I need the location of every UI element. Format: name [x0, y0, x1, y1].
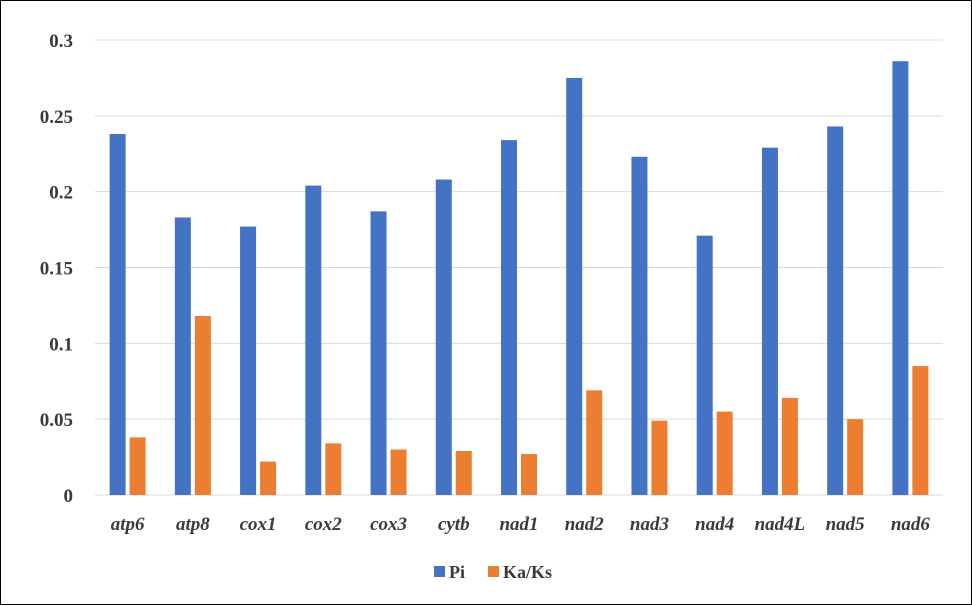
bar-pi-nad4L [762, 148, 778, 495]
legend: Pi Ka/Ks [434, 562, 552, 582]
x-category-label: cox1 [240, 514, 277, 535]
x-category-label: atp8 [176, 514, 210, 535]
bar-ka-ks-nad3 [651, 421, 667, 495]
bar-ka-ks-nad6 [912, 366, 928, 495]
bar-pi-atp6 [110, 134, 126, 495]
x-category-label: nad4 [695, 514, 734, 535]
legend-label-pi: Pi [449, 562, 465, 582]
legend-label-ka-ks: Ka/Ks [503, 562, 552, 582]
y-tick-label: 0.15 [40, 259, 73, 280]
gridlines [95, 40, 943, 495]
bar-pi-nad5 [827, 126, 843, 495]
x-category-label: nad2 [565, 514, 605, 535]
bar-ka-ks-atp6 [130, 437, 146, 495]
x-category-label: nad4L [755, 514, 806, 535]
bar-pi-cytb [436, 180, 452, 495]
x-category-label: nad3 [630, 514, 669, 535]
y-tick-label: 0.3 [49, 31, 73, 52]
x-category-label: cox2 [305, 514, 342, 535]
bar-pi-nad1 [501, 140, 517, 495]
bar-ka-ks-nad4L [782, 398, 798, 495]
y-axis-ticks: 0 0.05 0.1 0.15 0.2 0.25 0.3 [40, 31, 73, 507]
bar-pi-atp8 [175, 217, 191, 495]
bar-pi-nad3 [631, 157, 647, 495]
bars [110, 61, 929, 495]
y-tick-label: 0.05 [40, 410, 73, 431]
x-category-label: nad6 [891, 514, 931, 535]
bar-ka-ks-nad2 [586, 390, 602, 495]
bar-pi-cox3 [371, 211, 387, 495]
x-category-label: nad1 [499, 514, 538, 535]
y-tick-label: 0.1 [49, 334, 73, 355]
bar-pi-nad4 [697, 236, 713, 495]
y-tick-label: 0 [64, 486, 74, 507]
bar-pi-cox1 [240, 227, 256, 495]
x-axis-categories: atp6 atp8 cox1 cox2 cox3 cytb nad1 nad2 nad3 nad4… [111, 514, 931, 535]
bar-ka-ks-nad5 [847, 419, 863, 495]
bar-pi-nad2 [566, 78, 582, 495]
bar-pi-cox2 [305, 186, 321, 495]
bar-ka-ks-cox2 [325, 443, 341, 495]
bar-ka-ks-nad4 [717, 412, 733, 495]
x-category-label: nad5 [826, 514, 866, 535]
bar-ka-ks-cytb [456, 451, 472, 495]
legend-swatch-pi [434, 566, 445, 577]
y-tick-label: 0.2 [49, 183, 73, 204]
y-tick-label: 0.25 [40, 107, 73, 128]
x-category-label: cox3 [370, 514, 407, 535]
bar-ka-ks-atp8 [195, 316, 211, 495]
x-category-label: atp6 [111, 514, 145, 535]
legend-swatch-ka-ks [488, 566, 499, 577]
x-category-label: cytb [438, 514, 470, 535]
bar-ka-ks-cox1 [260, 462, 276, 495]
bar-ka-ks-nad1 [521, 454, 537, 495]
bar-ka-ks-cox3 [391, 450, 407, 496]
bar-pi-nad6 [892, 61, 908, 495]
